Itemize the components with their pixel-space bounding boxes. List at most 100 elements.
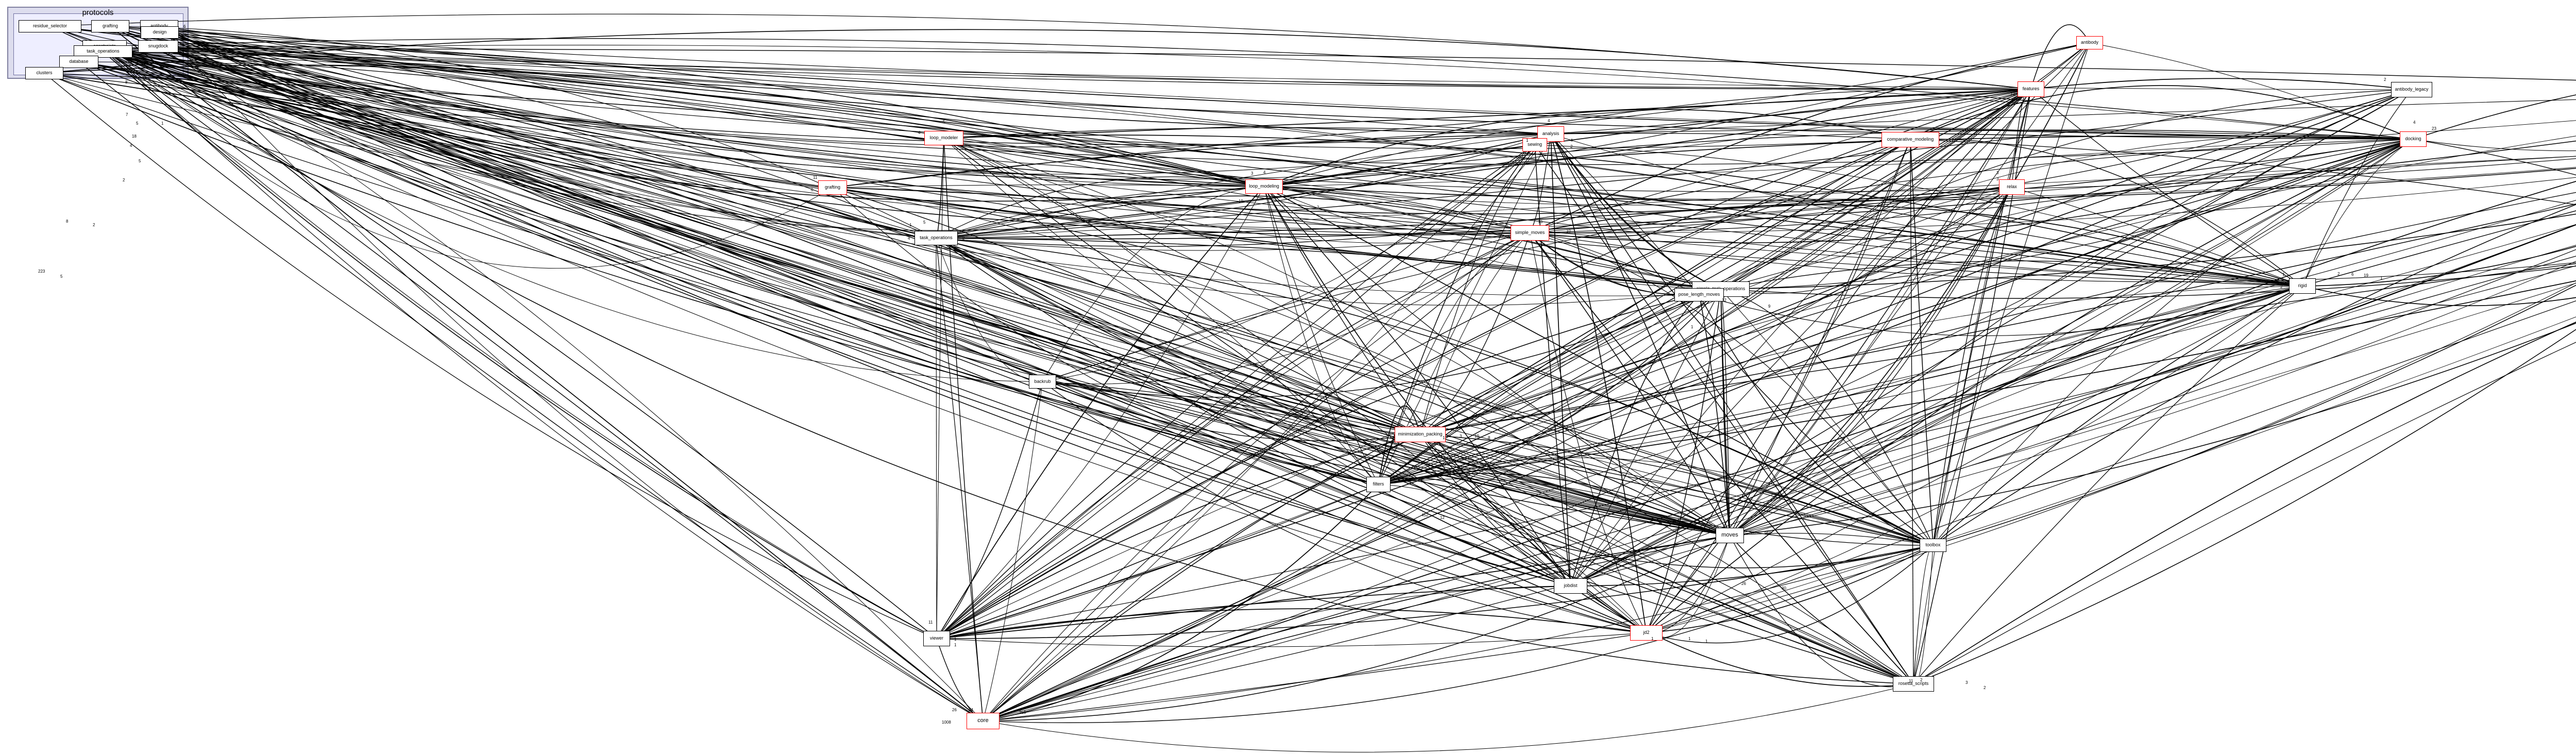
edge-count-label: 12	[1440, 515, 1445, 520]
graph-edge	[110, 26, 2031, 91]
graph-node-label: docking	[2405, 136, 2421, 142]
graph-edge	[1420, 138, 2414, 435]
graph-node-viewer[interactable]: viewer	[923, 631, 950, 646]
graph-edge	[159, 26, 1379, 486]
graph-node-rosetta_scripts[interactable]: rosetta_scripts	[1893, 676, 1934, 692]
graph-edge	[1042, 381, 1731, 537]
graph-edge	[1913, 321, 2576, 684]
graph-node-relax[interactable]: relax	[1999, 179, 2025, 195]
edge-count-label: 3	[1996, 171, 1999, 175]
graph-edge	[1378, 284, 2303, 485]
graph-edge	[2029, 24, 2090, 90]
graph-edge	[110, 26, 1647, 634]
graph-edge	[103, 42, 2090, 148]
graph-edge	[104, 46, 1551, 136]
graph-node-label: rigid	[2298, 283, 2307, 289]
graph-edge	[982, 535, 1731, 722]
graph-edge	[1378, 139, 1911, 485]
edge-count-label: 2	[1984, 685, 1986, 690]
graph-node-moves[interactable]: moves	[1716, 528, 1744, 543]
graph-node-backrub[interactable]: backrub	[1029, 375, 1056, 389]
edge-count-label: 8	[66, 219, 69, 224]
graph-node-toolbox[interactable]: toolbox	[1920, 539, 1946, 552]
graph-node-database_c[interactable]: database	[59, 56, 98, 68]
edge-count-label: 537	[1750, 531, 1757, 535]
graph-edge	[982, 632, 1647, 723]
graph-edge	[936, 585, 1571, 641]
graph-node-filters[interactable]: filters	[1366, 477, 1391, 492]
graph-node-loop_modeler[interactable]: loop_modeler	[924, 131, 963, 145]
graph-edge	[1042, 133, 1551, 382]
graph-edge	[1263, 167, 2576, 200]
graph-edge	[158, 46, 1914, 684]
graph-node-label: core	[977, 717, 989, 724]
graph-edge	[936, 187, 2012, 639]
graph-edge	[1729, 533, 1934, 546]
graph-edge	[934, 238, 984, 722]
graph-edge	[103, 48, 1571, 587]
graph-edge	[943, 138, 1914, 684]
graph-edge	[936, 265, 2576, 640]
graph-node-comparative_modeling[interactable]: comparative_modeling	[1882, 132, 1939, 147]
graph-edge	[1529, 139, 2414, 243]
graph-edge	[158, 46, 1571, 587]
graph-edge	[982, 286, 2303, 722]
graph-edge	[1420, 232, 1530, 435]
edge-count-label: 1	[2380, 276, 2383, 280]
graph-edge	[1419, 294, 1700, 435]
graph-edge	[110, 26, 1421, 435]
graph-edge	[104, 46, 2031, 92]
graph-node-task_operations[interactable]: task_operations	[914, 231, 958, 245]
edge-count-label: 1	[160, 71, 162, 76]
graph-edge	[1570, 89, 2412, 587]
graph-node-antibody_legacy[interactable]: antibody_legacy	[2391, 82, 2432, 97]
graph-edge	[159, 32, 1571, 587]
graph-node-clusters_c[interactable]: clusters	[25, 67, 63, 79]
graph-edge	[103, 51, 1421, 435]
graph-node-design_c[interactable]: design	[141, 26, 179, 39]
graph-edge	[1720, 187, 2012, 294]
graph-node-simple_moves[interactable]: simple_moves	[1511, 225, 1549, 241]
graph-edge	[1570, 585, 1914, 687]
graph-edge	[936, 381, 1043, 639]
graph-edge	[110, 26, 984, 722]
graph-node-pose_length_moves[interactable]: pose_length_moves	[1674, 288, 1724, 301]
graph-edge	[935, 195, 1530, 240]
graph-edge	[2412, 94, 2576, 141]
graph-node-grafting_c[interactable]: grafting	[91, 20, 129, 32]
graph-node-label: grafting	[102, 23, 118, 29]
graph-node-features[interactable]: features	[2018, 81, 2044, 97]
graph-node-jd2[interactable]: jd2	[1630, 625, 1663, 641]
graph-edge	[158, 46, 2414, 142]
graph-edge	[1529, 232, 1700, 296]
graph-node-snugdock_c[interactable]: snugdock	[138, 40, 178, 53]
edge-count-label: 2	[93, 223, 95, 227]
edge-count-label: 13	[2010, 92, 2015, 96]
graph-node-jobdist[interactable]: jobdist	[1554, 578, 1587, 594]
graph-node-minimization_packing[interactable]: minimization_packing	[1395, 427, 1446, 442]
graph-edge	[110, 26, 1731, 537]
graph-edge	[104, 46, 1571, 588]
graph-node-label: moves	[1721, 532, 1738, 539]
graph-edge	[2030, 89, 2303, 287]
graph-node-rigid[interactable]: rigid	[2289, 278, 2316, 294]
graph-edge	[1570, 139, 2414, 587]
graph-edge	[78, 61, 1731, 537]
graph-node-loop_modeling[interactable]: loop_modeling	[1245, 179, 1283, 194]
edge-count-label: 223	[38, 269, 45, 274]
graph-edge	[159, 26, 1571, 587]
graph-edge	[1263, 186, 1421, 435]
graph-node-core[interactable]: core	[967, 713, 999, 729]
graph-edge	[103, 48, 2031, 180]
graph-edge	[44, 73, 937, 240]
graph-edge	[832, 185, 1265, 189]
graph-node-docking[interactable]: docking	[2400, 131, 2427, 147]
edge-count-label: 959	[1765, 531, 1772, 535]
graph-edge	[936, 631, 1647, 647]
graph-edge	[110, 26, 1721, 291]
graph-edge	[103, 48, 984, 722]
graph-node-grafting[interactable]: grafting	[818, 180, 847, 195]
graph-edge	[1646, 316, 2576, 634]
graph-node-residue_selector[interactable]: residue_selector	[19, 20, 81, 32]
graph-node-antibody[interactable]: antibody	[2076, 36, 2103, 49]
